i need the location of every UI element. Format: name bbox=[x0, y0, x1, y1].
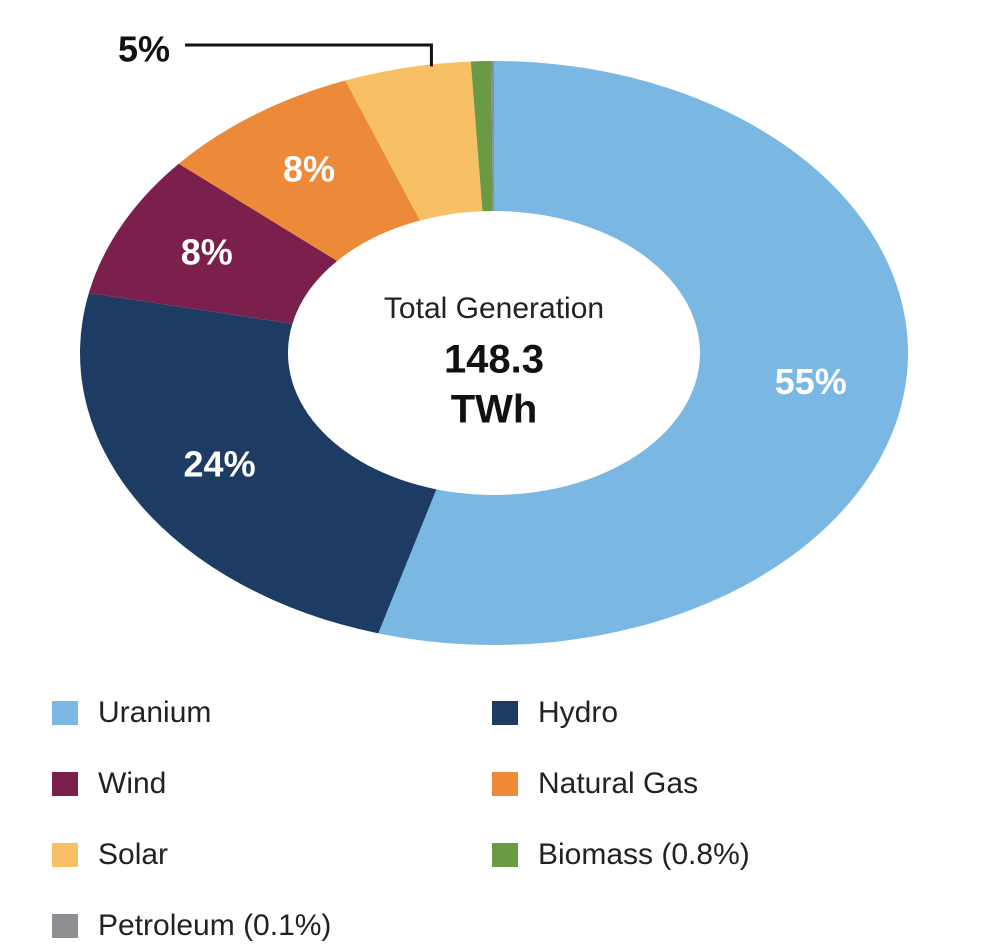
legend-swatch bbox=[492, 701, 518, 725]
data-label: 8% bbox=[181, 232, 233, 273]
legend-label: Natural Gas bbox=[538, 767, 698, 800]
legend-label: Petroleum (0.1%) bbox=[98, 909, 331, 942]
legend-label: Wind bbox=[98, 767, 166, 800]
donut-slice bbox=[378, 61, 908, 646]
center-label: Total Generation bbox=[384, 292, 604, 325]
donut-slice bbox=[88, 163, 338, 324]
data-label: 5% bbox=[118, 29, 170, 70]
donut-slice bbox=[491, 61, 494, 212]
legend-swatch bbox=[492, 772, 518, 796]
legend-swatch bbox=[52, 772, 78, 796]
leader-line bbox=[185, 43, 433, 67]
legend-label: Uranium bbox=[98, 696, 211, 729]
donut-slice bbox=[79, 292, 437, 634]
donut-slice bbox=[470, 61, 493, 212]
data-label: 24% bbox=[184, 444, 256, 485]
center-unit: TWh bbox=[451, 388, 538, 432]
donut-slice bbox=[345, 61, 483, 221]
legend-swatch bbox=[52, 843, 78, 867]
legend-swatch bbox=[52, 914, 78, 938]
data-label: 55% bbox=[775, 361, 847, 402]
center-value: 148.3 bbox=[444, 338, 544, 382]
donut-slice bbox=[178, 80, 421, 261]
data-label: 8% bbox=[283, 148, 335, 189]
legend-label: Biomass (0.8%) bbox=[538, 838, 750, 871]
legend-label: Solar bbox=[98, 838, 168, 871]
legend-label: Hydro bbox=[538, 696, 618, 729]
legend-swatch bbox=[52, 701, 78, 725]
legend-swatch bbox=[492, 843, 518, 867]
